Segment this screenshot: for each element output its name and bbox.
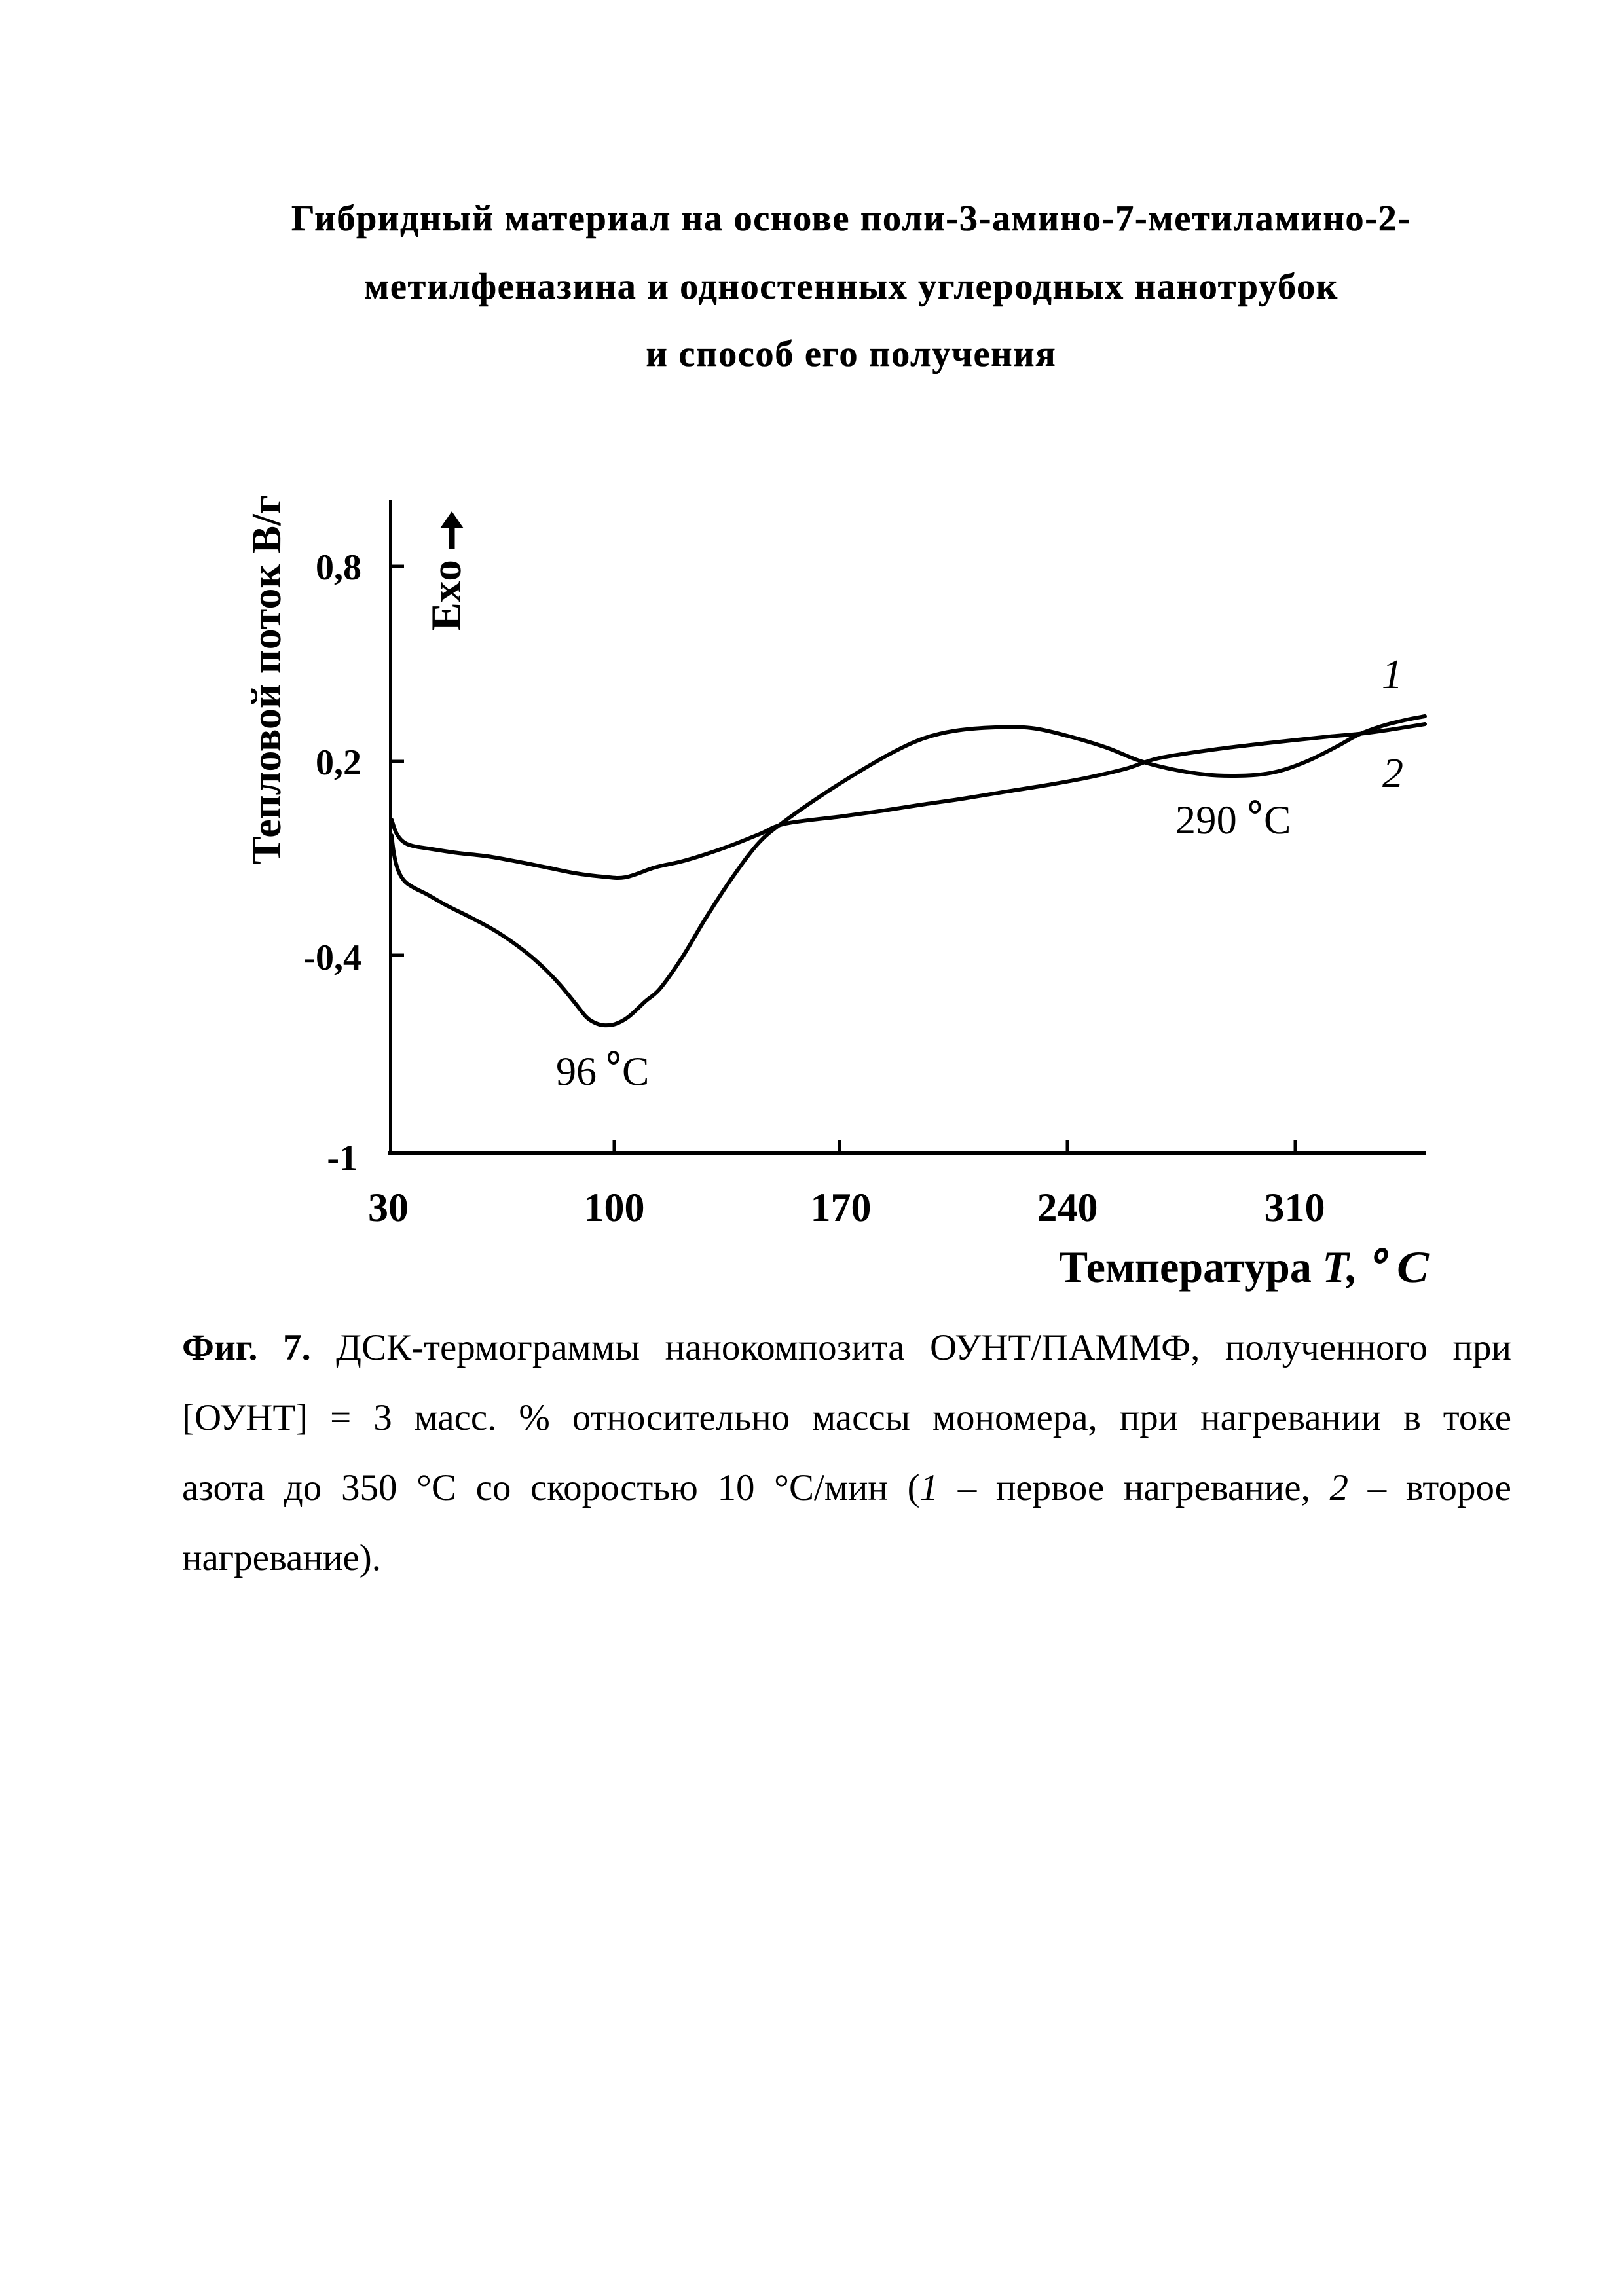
svg-text:-0,4: -0,4 (303, 938, 361, 978)
svg-text:C: C (622, 1049, 649, 1094)
svg-text:-1: -1 (327, 1138, 358, 1178)
svg-text:1: 1 (1382, 651, 1403, 697)
svg-text:30: 30 (368, 1186, 409, 1230)
svg-text:290: 290 (1175, 798, 1237, 843)
svg-text:170: 170 (811, 1186, 872, 1230)
svg-text:310: 310 (1264, 1186, 1325, 1230)
svg-text:100: 100 (584, 1186, 645, 1230)
svg-text:0,8: 0,8 (316, 547, 361, 588)
svg-text:96: 96 (556, 1049, 597, 1094)
svg-text:2: 2 (1382, 750, 1403, 796)
svg-text:Тепловой поток В/г: Тепловой поток В/г (243, 495, 289, 864)
svg-text:C: C (1264, 798, 1291, 843)
svg-text:Exo: Exo (423, 560, 470, 630)
svg-text:Температура Т,: Температура Т, (1059, 1242, 1357, 1292)
svg-text:240: 240 (1037, 1186, 1098, 1230)
svg-text:0,2: 0,2 (316, 742, 361, 783)
svg-text:С: С (1397, 1242, 1430, 1292)
